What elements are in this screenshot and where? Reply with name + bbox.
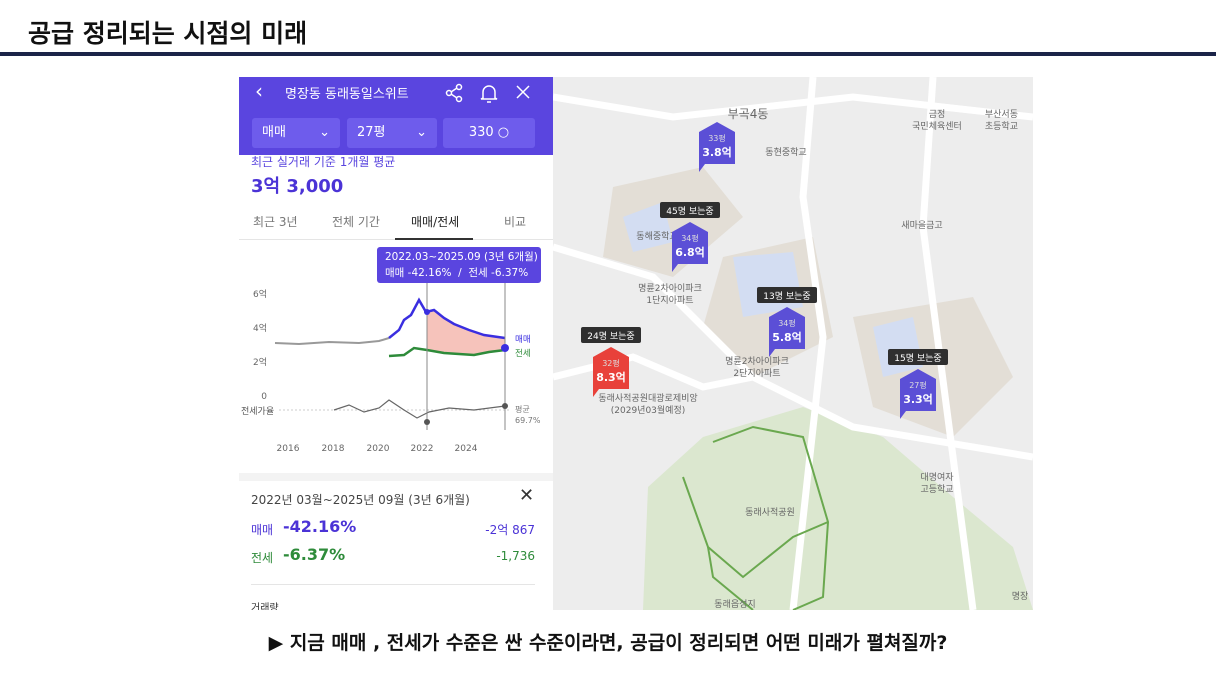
series-label: 매매 [515, 335, 531, 345]
place-label: 명륜2차아이파크 [725, 355, 789, 367]
summary-period: 2022년 03월~2025년 09월 (3년 6개월) [251, 493, 470, 507]
place-label: 국민체육센터 [912, 121, 962, 132]
listing-marker [699, 122, 735, 172]
place-label: 명장 [1012, 591, 1029, 602]
row-amount: -1,736 [496, 549, 535, 563]
place-label: 명륜2차아이파크 [638, 282, 702, 294]
place-label: 부곡4동 [728, 107, 769, 121]
listing-marker [769, 307, 805, 357]
row-amount: -2억 867 [485, 523, 535, 537]
x-tick-label: 2020 [367, 444, 390, 454]
volume-label: 거래량 [251, 603, 279, 610]
viewer-count: 24명 보는중 [587, 331, 634, 342]
listing-price: 8.3억 [596, 371, 626, 384]
row-type: 매매 [251, 523, 274, 537]
price-caption: 최근 실거래 기준 1개월 평균 [251, 155, 396, 169]
average-value: 69.7% [515, 416, 541, 425]
header-icons [445, 83, 530, 103]
listing-marker [672, 222, 708, 272]
listing-price: 3.8억 [702, 146, 732, 159]
place-label: 동래사적공원대광로제비앙 [598, 392, 697, 404]
series-label: 전세 [515, 348, 531, 359]
place-label: 동래사적공원 [745, 506, 795, 518]
tab[interactable]: 전체 기간 [332, 215, 380, 229]
tab-active[interactable]: 매매/전세 [411, 215, 460, 229]
place-label: (2029년03월예정) [611, 404, 686, 416]
listing-marker [593, 347, 629, 397]
x-tick-label: 2016 [277, 444, 300, 454]
place-label: 부산서동 [985, 109, 1018, 120]
y-tick-label: 4억 [253, 322, 267, 334]
app-title: 명장동 동래동일스위트 [285, 87, 409, 102]
place-label: 동해중학교 [636, 231, 677, 242]
title-rule [0, 52, 1216, 56]
caption: ▶ 지금 매매 , 전세가 수준은 싼 수준이라면, 공급이 정리되면 어떤 미… [268, 632, 948, 654]
slide-title: 공급 정리되는 시점의 미래 [28, 19, 308, 48]
listing-marker [900, 369, 936, 419]
back-button[interactable]: ‹ [255, 79, 263, 103]
place-label: 동현중학교 [765, 147, 806, 158]
place-label: 고등학교 [920, 484, 953, 495]
filter-label: 매매 [262, 125, 286, 140]
place-label: 대명여자 [920, 471, 954, 483]
place-label: 1단지아파트 [646, 295, 693, 306]
place-label: 새마을금고 [901, 220, 942, 231]
row-percent: -42.16% [283, 517, 357, 536]
listing-area: 27평 [909, 380, 927, 390]
filter-label: 27평 [357, 125, 386, 140]
place-label: 초등학교 [985, 121, 1018, 132]
average-label: 평균 [515, 404, 530, 414]
filter-count[interactable]: 330 ○ [443, 118, 535, 148]
viewer-count: 13명 보는중 [763, 291, 810, 302]
viewer-badge [660, 202, 720, 218]
listing-price: 5.8억 [772, 331, 802, 344]
place-label: 2단지아파트 [733, 368, 780, 379]
row-percent: -6.37% [283, 545, 346, 564]
ratio-label: 전세가율 [241, 406, 274, 417]
x-tick-label: 2022 [411, 444, 434, 454]
row-type: 전세 [251, 551, 274, 565]
listing-price: 3.3억 [903, 393, 933, 406]
listing-area: 34평 [778, 318, 796, 328]
x-tick-label: 2018 [322, 444, 345, 454]
tab-underline [395, 238, 473, 240]
y-tick-label: 0 [261, 392, 267, 402]
listing-area: 34평 [681, 233, 699, 243]
viewer-badge [581, 327, 641, 343]
viewer-count: 15명 보는중 [894, 353, 941, 364]
price: 3억 3,000 [251, 176, 344, 197]
filter-size[interactable]: 27평 ⌄ [347, 118, 437, 148]
close-button[interactable]: ✕ [519, 485, 535, 506]
viewer-badge [757, 287, 817, 303]
app-panel: ‹ 명장동 동래동일스위트 매매 ⌄ 27평 ⌄ 330 ○ 최근 실거래 기준 1… [239, 77, 553, 610]
y-tick-label: 2억 [253, 356, 267, 368]
filter-deal[interactable]: 매매 ⌄ [252, 118, 340, 148]
summary-divider [251, 584, 535, 585]
listing-area: 33평 [708, 133, 726, 143]
tooltip-period: 2022.03~2025.09 (3년 6개월) [385, 251, 538, 263]
listing-price: 6.8억 [675, 246, 705, 259]
section-gap [239, 473, 553, 481]
map: 부곡4동동현중학교동해중학교새마을금고명륜2차아이파크1단지아파트명륜2차아이파… [553, 77, 1033, 610]
tooltip-change: 매매 -42.16% / 전세 -6.37% [385, 267, 529, 279]
filter-label: 330 [468, 125, 494, 140]
tab[interactable]: 비교 [504, 215, 527, 229]
listing-area: 32평 [602, 358, 620, 368]
place-label: 동래읍성지 [714, 599, 755, 610]
viewer-badge [888, 349, 948, 365]
y-tick-label: 6억 [253, 288, 267, 300]
tab[interactable]: 최근 3년 [253, 215, 298, 229]
chart-tooltip: 2022.03~2025.09 (3년 6개월) 매매 -42.16% / 전세… [377, 247, 541, 283]
x-tick-label: 2024 [455, 444, 478, 454]
place-label: 금정 [929, 109, 946, 120]
viewer-count: 45명 보는중 [666, 206, 713, 217]
